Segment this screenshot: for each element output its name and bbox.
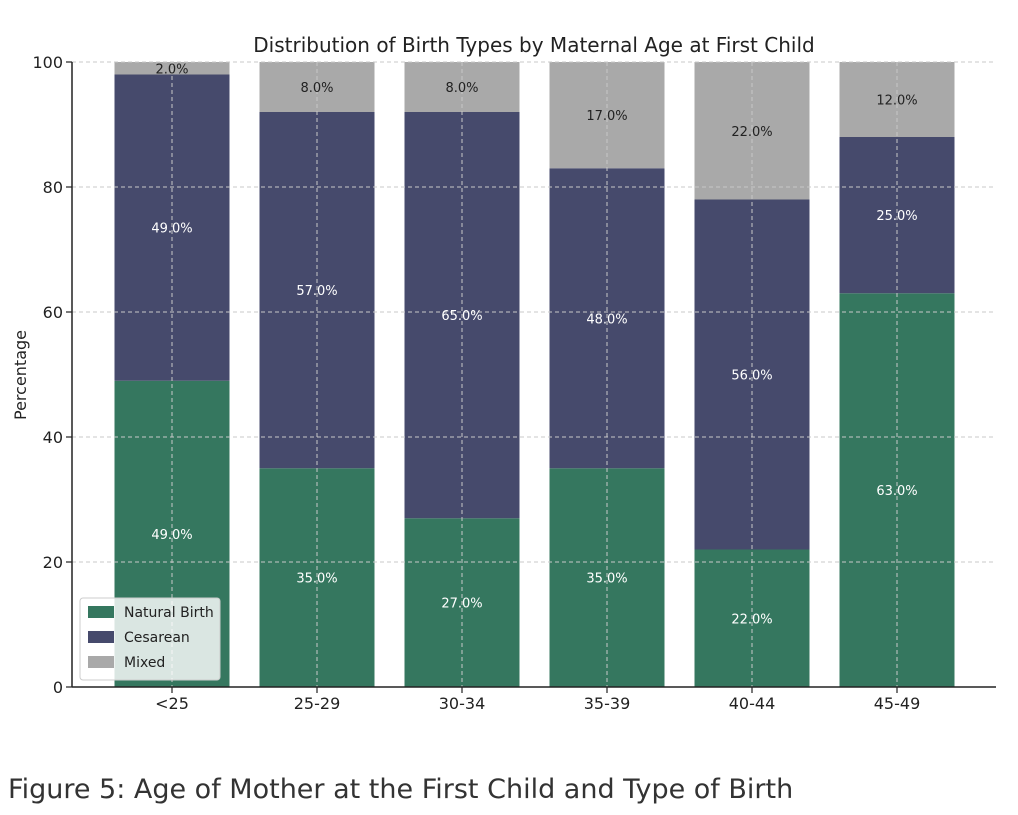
data-label: 48.0% bbox=[586, 312, 627, 327]
data-label: 27.0% bbox=[441, 597, 482, 612]
bar-segment bbox=[114, 62, 230, 75]
data-label: 49.0% bbox=[151, 222, 192, 237]
data-label: 22.0% bbox=[731, 125, 772, 140]
data-label: 57.0% bbox=[296, 284, 337, 299]
y-tick-label: 40 bbox=[43, 428, 63, 447]
data-label: 12.0% bbox=[876, 94, 917, 109]
x-tick-label: 40-44 bbox=[729, 694, 776, 713]
legend-box bbox=[79, 597, 221, 681]
legend-swatch bbox=[88, 656, 114, 668]
data-label: 22.0% bbox=[731, 612, 772, 627]
y-tick-label: 20 bbox=[43, 553, 63, 572]
data-label: 25.0% bbox=[876, 209, 917, 224]
data-label: 17.0% bbox=[586, 109, 627, 124]
y-tick-label: 80 bbox=[43, 178, 63, 197]
y-tick-label: 0 bbox=[53, 678, 63, 697]
x-tick-label: 25-29 bbox=[294, 694, 341, 713]
bars bbox=[114, 62, 955, 687]
x-tick-label: 30-34 bbox=[439, 694, 486, 713]
figure-caption: Figure 5: Age of Mother at the First Chi… bbox=[8, 774, 794, 805]
stacked-bar-chart: Distribution of Birth Types by Maternal … bbox=[11, 33, 996, 713]
grid-lines bbox=[72, 61, 996, 687]
data-label: 8.0% bbox=[445, 81, 478, 96]
legend: Natural Birth Cesarean Mixed bbox=[79, 597, 221, 681]
legend-entry-label: Natural Birth bbox=[124, 605, 214, 621]
data-label: 8.0% bbox=[300, 81, 333, 96]
data-label: 65.0% bbox=[441, 309, 482, 324]
y-axis-label: Percentage bbox=[11, 330, 30, 420]
legend-entry-label: Cesarean bbox=[124, 630, 190, 646]
data-label: 35.0% bbox=[296, 572, 337, 587]
data-labels: 49.0% 49.0% 2.0% 35.0% 57.0% 8.0% 27.0% 65.0% 8.… bbox=[151, 62, 917, 627]
axes: 0 20 40 60 80 100 <25 25-29 30-34 35-39 40-44 45-49 bbox=[32, 53, 996, 713]
data-label: 63.0% bbox=[876, 484, 917, 499]
legend-entry-label: Mixed bbox=[124, 655, 165, 671]
x-tick-label: 35-39 bbox=[584, 694, 631, 713]
legend-swatch bbox=[88, 606, 114, 618]
y-tick-label: 100 bbox=[32, 53, 63, 72]
y-tick-label: 60 bbox=[43, 303, 63, 322]
data-label: 35.0% bbox=[586, 572, 627, 587]
legend-swatch bbox=[88, 631, 114, 643]
x-tick-label: 45-49 bbox=[874, 694, 921, 713]
chart-title: Distribution of Birth Types by Maternal … bbox=[253, 33, 814, 57]
data-label: 49.0% bbox=[151, 528, 192, 543]
x-tick-label: <25 bbox=[155, 694, 189, 713]
data-label: 56.0% bbox=[731, 369, 772, 384]
data-label: 2.0% bbox=[155, 62, 188, 77]
